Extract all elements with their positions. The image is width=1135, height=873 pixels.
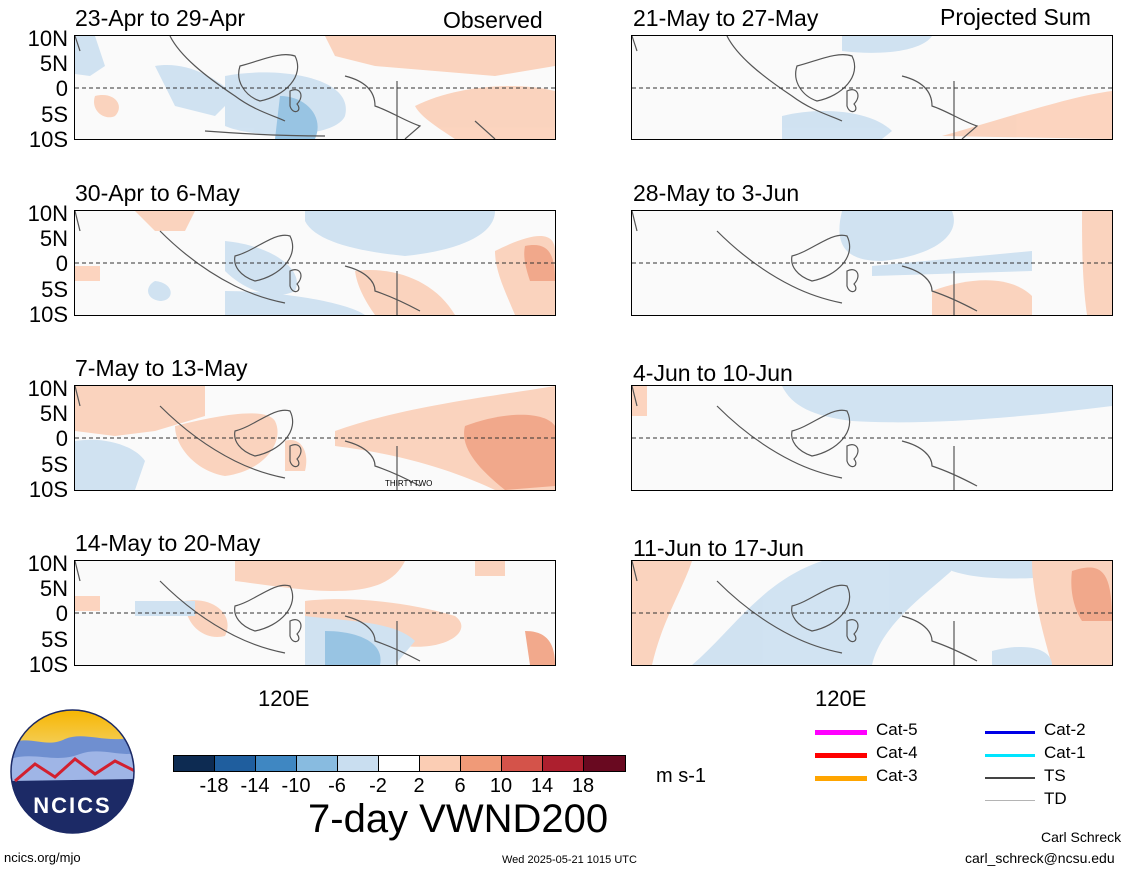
lon-tick-label: 120E — [258, 686, 310, 711]
anomaly-shading — [632, 561, 1112, 665]
lat-tick-label: 5S — [41, 277, 68, 302]
colorbar-tick-label: -10 — [281, 775, 311, 797]
coastline — [75, 211, 421, 315]
lat-tick-label: 0 — [55, 251, 68, 276]
lat-tick-label: 10S — [28, 127, 68, 152]
colorbar-tick-label: -14 — [240, 775, 270, 797]
colorbar-box — [296, 755, 338, 772]
panel-title: 14-May to 20-May — [75, 530, 261, 556]
footer-url[interactable]: ncics.org/mjo — [4, 850, 81, 865]
lat-tick-label: 0 — [55, 76, 68, 101]
lat-tick-label: 5N — [39, 51, 68, 76]
legend-swatch — [815, 776, 867, 781]
legend-label: Cat-5 — [876, 720, 918, 739]
legend-label: TD — [1044, 789, 1067, 808]
lon-tick-label: 120E — [815, 686, 867, 711]
coastline — [632, 211, 978, 315]
colorbar-box — [337, 755, 379, 772]
legend-swatch — [985, 800, 1035, 801]
lat-tick-label: 5S — [41, 627, 68, 652]
coastline — [75, 386, 421, 490]
colorbar-box — [583, 755, 626, 772]
panel-title: 21-May to 27-May — [633, 5, 819, 31]
colorbar-tick-label: 14 — [530, 775, 554, 797]
anomaly-shading — [782, 36, 1112, 139]
lat-tick-label: 10S — [28, 477, 68, 502]
projected-sum-label: Projected Sum — [940, 4, 1091, 30]
chart-title: 7-day VWND200 — [308, 797, 609, 841]
colorbar-tick-label: -2 — [369, 775, 387, 797]
colorbar-tick-label: 18 — [571, 775, 595, 797]
logo-text: NCICS — [33, 793, 111, 818]
lat-tick-label: 10N — [27, 26, 68, 51]
lat-tick-label: 10S — [28, 652, 68, 677]
colorbar-box — [214, 755, 256, 772]
legend-label: Cat-1 — [1044, 743, 1086, 762]
map-panel — [631, 560, 1113, 666]
colorbar-box — [378, 755, 420, 772]
colorbar-tick-label: -6 — [328, 775, 346, 797]
lat-tick-label: 5N — [39, 226, 68, 251]
storm-annotation: THIRTYTWO — [385, 479, 432, 488]
map-panel — [74, 210, 556, 316]
coastline — [75, 561, 421, 665]
panel-title: 30-Apr to 6-May — [75, 180, 240, 206]
legend-swatch — [985, 777, 1035, 779]
map-panel — [631, 385, 1113, 491]
colorbar-box — [460, 755, 502, 772]
anomaly-shading — [632, 386, 1112, 423]
colorbar-box — [255, 755, 297, 772]
units-label: m s-1 — [656, 765, 706, 787]
observed-label: Observed — [443, 7, 543, 33]
legend-swatch — [815, 730, 867, 735]
coastline — [632, 386, 978, 490]
footer-author: Carl Schreck — [1041, 829, 1122, 845]
lat-tick-label: 10N — [27, 376, 68, 401]
ncics-logo: NCICS — [10, 709, 135, 834]
legend-swatch — [815, 753, 867, 758]
panel-title: 28-May to 3-Jun — [633, 180, 800, 206]
lat-tick-label: 5S — [41, 102, 68, 127]
map-panel — [74, 35, 556, 140]
panel-title: 4-Jun to 10-Jun — [633, 360, 793, 386]
panel-title: 11-Jun to 17-Jun — [633, 535, 804, 561]
lat-tick-label: 5S — [41, 452, 68, 477]
colorbar-box — [501, 755, 543, 772]
colorbar-tick-label: 6 — [454, 775, 466, 797]
anomaly-shading — [75, 211, 555, 315]
lat-tick-label: 10N — [27, 201, 68, 226]
footer-email[interactable]: carl_schreck@ncsu.edu — [965, 850, 1115, 866]
coastline — [632, 561, 978, 665]
map-panel — [631, 210, 1113, 316]
colorbar-tick-label: -18 — [199, 775, 229, 797]
map-panel — [74, 560, 556, 666]
colorbar-box — [542, 755, 584, 772]
colorbar-tick-label: 10 — [489, 775, 513, 797]
colorbar-box — [173, 755, 215, 772]
map-panel — [631, 35, 1113, 140]
legend-label: TS — [1044, 766, 1066, 785]
colorbar-tick-label: 2 — [413, 775, 425, 797]
legend-swatch — [985, 731, 1035, 734]
footer-timestamp: Wed 2025-05-21 1015 UTC — [502, 854, 637, 866]
lat-tick-label: 5N — [39, 401, 68, 426]
lat-tick-label: 10S — [28, 302, 68, 327]
map-panel: THIRTYTWO — [74, 385, 556, 491]
lat-tick-label: 5N — [39, 576, 68, 601]
panel-title: 7-May to 13-May — [75, 355, 248, 381]
legend-label: Cat-3 — [876, 766, 918, 785]
lat-tick-label: 0 — [55, 601, 68, 626]
colorbar-box — [419, 755, 461, 772]
lat-tick-label: 0 — [55, 426, 68, 451]
panel-title: 23-Apr to 29-Apr — [75, 5, 246, 31]
legend-label: Cat-2 — [1044, 720, 1086, 739]
anomaly-shading — [75, 561, 555, 665]
legend-swatch — [985, 754, 1035, 757]
lat-tick-label: 10N — [27, 551, 68, 576]
legend-label: Cat-4 — [876, 743, 918, 762]
